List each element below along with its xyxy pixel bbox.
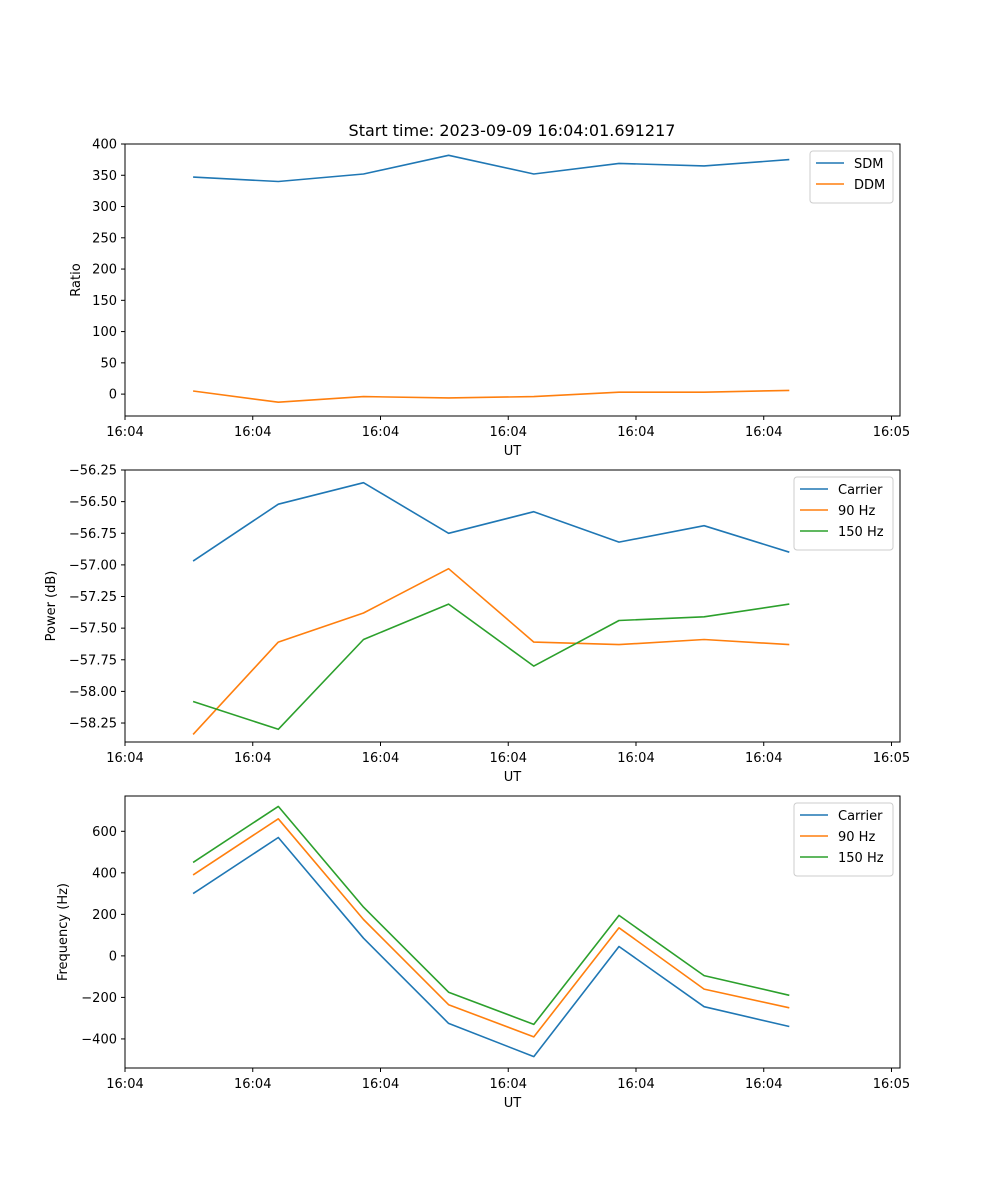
chart-3: 16:04 16:04 16:04 16:04 16:04 16:04 16:05 −400 −… xyxy=(56,795,910,1111)
series-line-carrier xyxy=(192,836,790,1058)
y-tick-label: 100 xyxy=(92,325,117,340)
legend: Carrier 90 Hz 150 Hz xyxy=(793,476,894,551)
x-tick-label: 16:04 xyxy=(490,425,527,440)
series-line-sdm xyxy=(193,154,790,183)
y-tick-label: 50 xyxy=(100,356,117,371)
y-axis-label: Power (dB) xyxy=(44,571,59,642)
x-tick-label: 16:05 xyxy=(873,1077,910,1092)
series-line-150-hz xyxy=(192,805,790,1026)
x-tick-label: 16:04 xyxy=(234,751,271,766)
legend-box xyxy=(809,150,894,204)
y-tick-label: 300 xyxy=(92,200,117,215)
x-tick-label: 16:04 xyxy=(234,1077,271,1092)
legend-label: 90 Hz xyxy=(838,504,875,519)
x-tick-label: 16:05 xyxy=(873,751,910,766)
series-line-150-hz xyxy=(192,603,790,731)
y-tick-label: 400 xyxy=(92,138,117,153)
series-line-ddm xyxy=(192,389,790,404)
chart-1: 16:04 16:04 16:04 16:04 16:04 16:04 16:05 0 50 10… xyxy=(69,138,910,460)
y-tick-label: −58.25 xyxy=(69,717,117,732)
y-tick-label: 600 xyxy=(92,825,117,840)
x-tick-label: 16:04 xyxy=(362,1077,399,1092)
x-tick-label: 16:04 xyxy=(490,1077,527,1092)
legend-label: DDM xyxy=(854,178,885,193)
x-tick-label: 16:04 xyxy=(745,751,782,766)
x-tick-label: 16:04 xyxy=(106,1077,143,1092)
series-line-90-hz xyxy=(192,817,790,1038)
y-tick-label: 0 xyxy=(109,388,117,403)
x-tick-label: 16:04 xyxy=(745,425,782,440)
legend-label: SDM xyxy=(854,157,883,172)
y-tick-label: −57.25 xyxy=(69,590,117,605)
legend-label: 150 Hz xyxy=(838,851,884,866)
x-tick-label: 16:04 xyxy=(617,751,654,766)
legend: Carrier 90 Hz 150 Hz xyxy=(793,802,894,877)
y-tick-label: 200 xyxy=(92,263,117,278)
x-axis-label: UT xyxy=(504,770,522,785)
y-tick-label: 400 xyxy=(92,866,117,881)
plot-frame xyxy=(124,469,901,743)
y-axis-label: Ratio xyxy=(69,263,84,296)
plot-frame xyxy=(124,795,901,1069)
legend-label: Carrier xyxy=(838,483,883,498)
x-tick-label: 16:04 xyxy=(490,751,527,766)
legend-label: Carrier xyxy=(838,809,883,824)
y-tick-label: −58.00 xyxy=(69,685,117,700)
x-tick-label: 16:04 xyxy=(745,1077,782,1092)
figure-title: Start time: 2023-09-09 16:04:01.691217 xyxy=(349,121,676,140)
x-tick-label: 16:05 xyxy=(873,425,910,440)
y-tick-label: 250 xyxy=(92,231,117,246)
legend: SDM DDM xyxy=(809,150,894,204)
y-tick-label: 150 xyxy=(92,294,117,309)
y-tick-label: −57.75 xyxy=(69,653,117,668)
y-tick-label: −56.75 xyxy=(69,527,117,542)
y-tick-label: 200 xyxy=(92,908,117,923)
series-line-carrier xyxy=(192,481,790,562)
y-tick-label: 350 xyxy=(92,169,117,184)
y-tick-label: −400 xyxy=(81,1032,117,1047)
y-tick-label: 0 xyxy=(109,949,117,964)
x-tick-label: 16:04 xyxy=(362,425,399,440)
y-tick-label: −200 xyxy=(81,991,117,1006)
x-tick-label: 16:04 xyxy=(106,751,143,766)
x-axis-label: UT xyxy=(504,444,522,459)
chart-2: 16:04 16:04 16:04 16:04 16:04 16:04 16:05 −58.2… xyxy=(44,464,910,786)
x-tick-label: 16:04 xyxy=(617,425,654,440)
y-tick-label: −56.50 xyxy=(69,495,117,510)
plot-frame xyxy=(124,143,901,417)
x-axis-label: UT xyxy=(504,1096,522,1111)
x-tick-label: 16:04 xyxy=(617,1077,654,1092)
y-tick-label: −57.50 xyxy=(69,622,117,637)
x-tick-label: 16:04 xyxy=(106,425,143,440)
legend-label: 90 Hz xyxy=(838,830,875,845)
y-axis-label: Frequency (Hz) xyxy=(56,883,71,981)
x-tick-label: 16:04 xyxy=(362,751,399,766)
x-tick-label: 16:04 xyxy=(234,425,271,440)
y-tick-label: −56.25 xyxy=(69,464,117,479)
y-tick-label: −57.00 xyxy=(69,558,117,573)
series-line-90-hz xyxy=(192,567,790,735)
legend-label: 150 Hz xyxy=(838,525,884,540)
